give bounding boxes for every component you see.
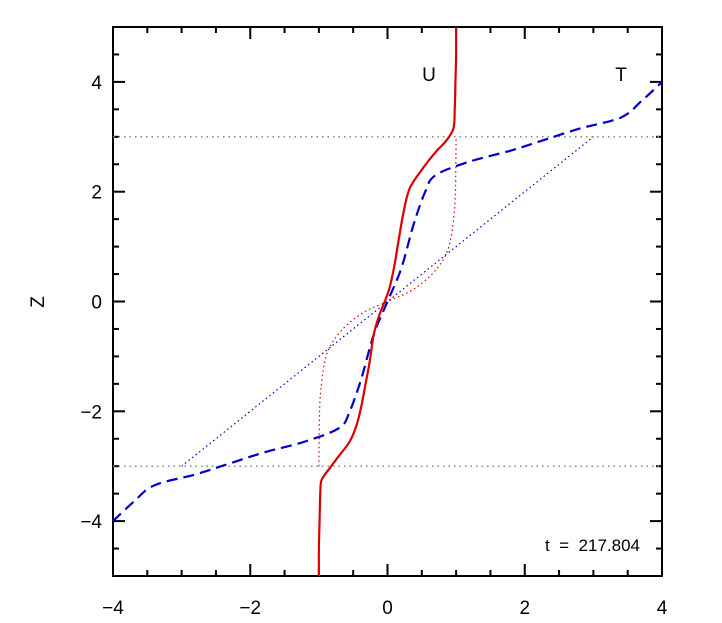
u-initial-curve — [318, 136, 457, 467]
reference-lines — [113, 136, 662, 467]
axis-ticks — [112, 26, 663, 577]
x-tick-label: 2 — [519, 598, 530, 619]
series-group — [112, 26, 663, 577]
time-label: t = 217.804 — [545, 536, 640, 555]
y-tick-label: −2 — [80, 402, 102, 423]
x-tick-label: 4 — [657, 598, 668, 619]
t-initial-curve — [181, 136, 594, 467]
x-tick-label: 0 — [382, 598, 393, 619]
u-label: U — [422, 65, 436, 86]
y-tick-label: −4 — [80, 512, 102, 533]
t-label: T — [615, 65, 627, 86]
tick-labels: −4 −2 0 2 4 −4 −2 0 2 4 — [80, 73, 667, 619]
x-tick-label: −2 — [239, 598, 261, 619]
x-tick-label: −4 — [102, 598, 124, 619]
plot-frame — [112, 26, 663, 577]
y-tick-label: 4 — [91, 73, 102, 94]
t-curve — [112, 81, 663, 522]
y-tick-label: 0 — [91, 293, 102, 314]
y-axis-label: Z — [28, 296, 49, 308]
y-tick-label: 2 — [91, 183, 102, 204]
u-curve — [317, 26, 458, 577]
